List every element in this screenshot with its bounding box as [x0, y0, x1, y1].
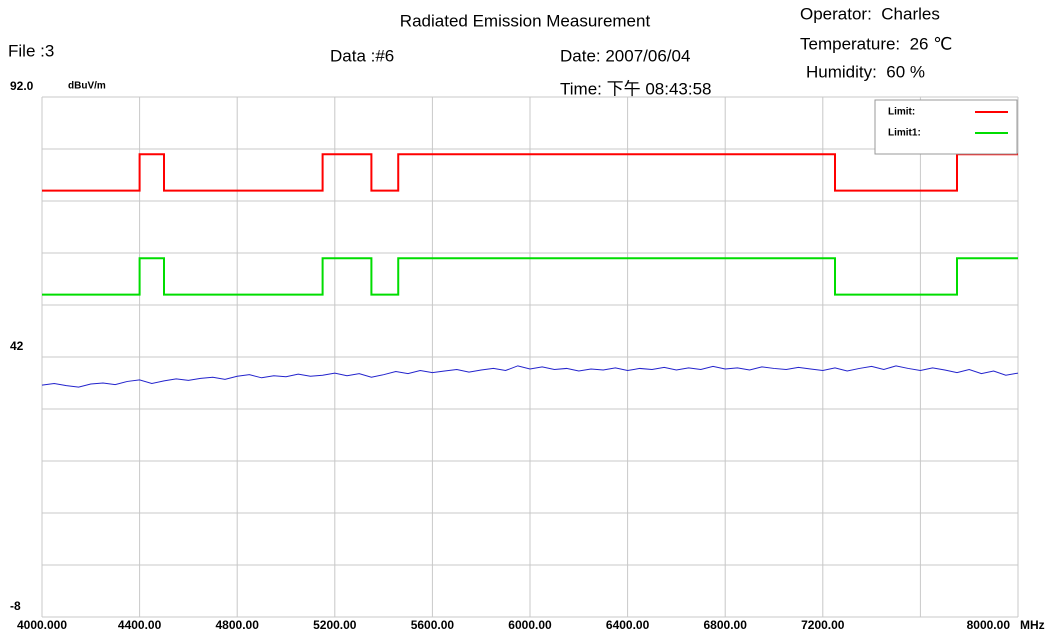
humidity-label: Humidity: 60 % [806, 62, 925, 81]
legend-label: Limit1: [888, 128, 921, 139]
y-unit: dBuV/m [68, 81, 106, 92]
series-line [42, 153, 1018, 192]
x-tick-label: 4400.00 [118, 618, 162, 632]
x-tick-label: 6800.00 [704, 618, 748, 632]
y-tick-label: 92.0 [10, 79, 34, 93]
date-label: Date: 2007/06/04 [560, 46, 690, 65]
time-label: Time: 下午 08:43:58 [560, 79, 712, 98]
file-label: File :3 [8, 41, 54, 60]
temperature-label: Temperature: 26 ℃ [800, 34, 952, 53]
x-tick-label: 6400.00 [606, 618, 650, 632]
x-tick-label: 6000.00 [508, 618, 552, 632]
y-tick-label: -8 [10, 599, 21, 613]
operator-label: Operator: Charles [800, 4, 940, 23]
x-tick-label: 7200.00 [801, 618, 845, 632]
x-tick-label: 4000.000 [17, 618, 67, 632]
y-tick-label: 42 [10, 339, 24, 353]
series-line [41, 365, 1019, 388]
series-line [42, 257, 1018, 296]
x-tick-label: 5200.00 [313, 618, 357, 632]
x-tick-label: 4800.00 [216, 618, 260, 632]
legend-label: Limit: [888, 107, 915, 118]
x-unit: MHz [1020, 618, 1045, 632]
legend-box [874, 99, 1018, 155]
x-tick-label: 5600.00 [411, 618, 455, 632]
x-tick-label: 8000.00 [967, 618, 1011, 632]
data-label: Data :#6 [330, 46, 394, 65]
chart-title: Radiated Emission Measurement [400, 11, 651, 30]
